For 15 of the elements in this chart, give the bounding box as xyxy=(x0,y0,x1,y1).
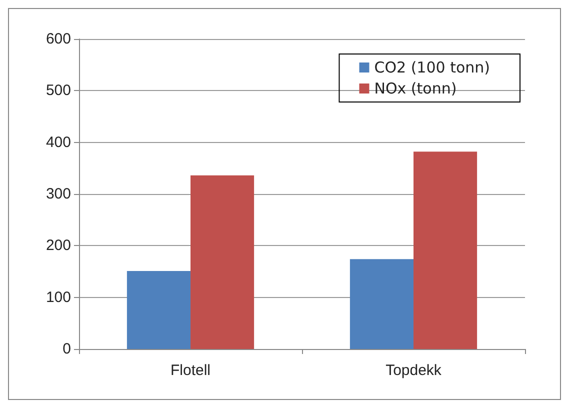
y-tick-label: 0 xyxy=(62,340,71,358)
y-tick-label: 300 xyxy=(46,186,71,202)
y-tick-label: 200 xyxy=(46,237,71,254)
y-tick-label: 400 xyxy=(46,134,71,151)
bar xyxy=(350,259,414,349)
legend-label: NOx (tonn) xyxy=(374,80,457,98)
bar xyxy=(190,175,254,349)
y-tick-label: 500 xyxy=(46,82,71,100)
bar xyxy=(414,152,478,349)
y-tick-label: 100 xyxy=(46,288,71,306)
y-tick-label: 600 xyxy=(46,30,71,48)
bar xyxy=(126,270,190,349)
x-tick-label: Flotell xyxy=(170,362,211,379)
x-tick-label: Topdekk xyxy=(386,362,442,379)
legend-label: CO2 (100 tonn) xyxy=(374,58,490,76)
